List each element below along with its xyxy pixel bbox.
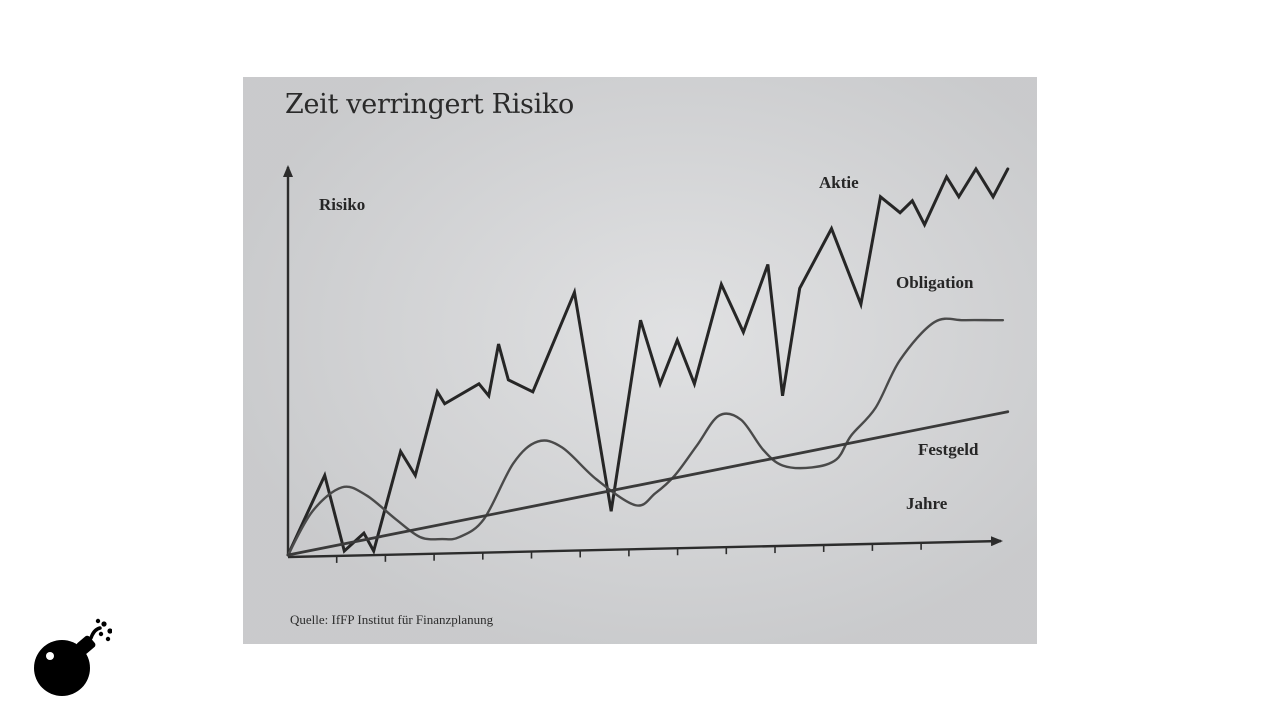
series-label-festgeld: Festgeld xyxy=(918,440,979,459)
x-axis-ticks xyxy=(335,542,922,563)
x-axis-label: Jahre xyxy=(906,494,948,513)
chart-canvas: Risiko Jahre Aktie Obligation Festgeld xyxy=(283,165,1010,563)
series-label-aktie: Aktie xyxy=(819,173,859,192)
series-label-obligation: Obligation xyxy=(896,273,974,292)
series-line-obligation xyxy=(286,317,1005,557)
series-line-festgeld xyxy=(286,410,1010,557)
bomb-icon xyxy=(34,618,112,696)
source-note: Quelle: IfFP Institut für Finanzplanung xyxy=(290,612,494,627)
x-axis xyxy=(287,536,1003,559)
y-axis-label: Risiko xyxy=(319,195,365,214)
series-line-aktie xyxy=(286,166,1010,557)
chart-photo: Zeit verringert Risiko Risiko Jahre Akti… xyxy=(243,77,1037,644)
chart-title: Zeit verringert Risiko xyxy=(285,89,574,120)
series-layer xyxy=(286,166,1010,557)
